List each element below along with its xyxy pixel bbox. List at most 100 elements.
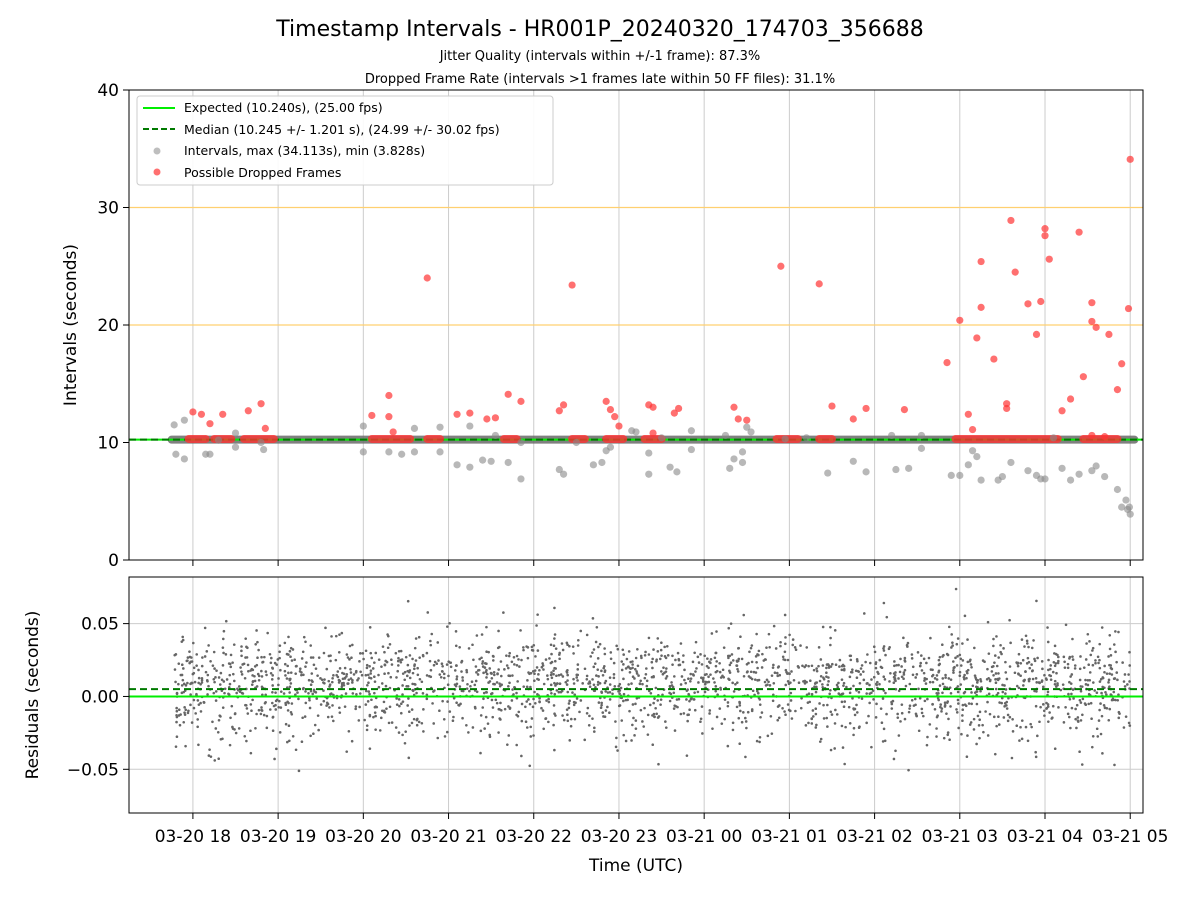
residual-point	[249, 703, 253, 706]
residual-point	[197, 681, 200, 685]
residual-point	[829, 748, 833, 752]
residual-point	[858, 725, 861, 728]
residual-point	[484, 715, 488, 719]
residual-point	[200, 678, 204, 682]
residual-point	[677, 697, 681, 701]
dropped-frame-point	[990, 355, 998, 363]
residual-point	[668, 684, 672, 688]
residual-point	[955, 664, 959, 667]
residual-point	[1040, 679, 1044, 682]
residual-point	[223, 687, 227, 691]
residual-point	[759, 715, 762, 719]
residual-point	[645, 684, 649, 688]
residual-point	[693, 708, 697, 712]
interval-point	[849, 457, 857, 465]
residual-point	[525, 700, 529, 703]
residual-point	[328, 706, 331, 709]
residual-point	[1067, 692, 1070, 696]
residual-point	[324, 626, 327, 630]
residual-point	[978, 736, 981, 740]
residual-point	[325, 667, 329, 671]
residual-point	[330, 635, 333, 638]
residual-point	[988, 712, 992, 716]
residual-point	[691, 660, 695, 664]
residual-point	[350, 739, 354, 743]
residual-point	[961, 703, 965, 707]
residual-point	[228, 673, 232, 677]
interval-point	[1125, 503, 1133, 511]
residual-point	[1122, 726, 1126, 729]
residual-point	[946, 653, 950, 657]
residual-point	[630, 739, 633, 742]
residual-point	[297, 769, 301, 773]
residual-point	[542, 682, 546, 686]
residual-point	[334, 634, 338, 638]
residual-point	[240, 670, 243, 673]
residual-point	[192, 671, 196, 675]
residual-point	[406, 663, 410, 667]
residual-point	[311, 692, 315, 696]
residual-point	[576, 644, 580, 647]
residual-point	[877, 672, 880, 675]
residual-point	[175, 720, 178, 724]
dropped-frame-point	[385, 391, 393, 400]
residual-point	[547, 720, 550, 724]
dropped-frame-point	[197, 410, 206, 418]
residual-point	[1070, 706, 1074, 710]
residual-point	[1021, 658, 1025, 662]
dropped-frame-point	[1124, 304, 1133, 313]
residual-point	[1075, 703, 1079, 707]
residual-point	[285, 677, 289, 680]
residual-point	[993, 752, 997, 756]
residual-point	[699, 653, 702, 656]
residual-point	[416, 666, 419, 670]
residual-point	[495, 681, 499, 684]
residual-point	[1088, 671, 1092, 674]
residual-point	[1027, 645, 1030, 649]
residual-point	[1025, 639, 1029, 643]
residual-point	[961, 719, 964, 722]
residual-point	[902, 636, 905, 640]
dropped-frame-point	[491, 414, 500, 422]
residual-point	[1070, 692, 1073, 696]
residual-point	[1107, 678, 1111, 682]
residual-point	[499, 709, 503, 712]
residual-point	[671, 685, 675, 689]
residual-point	[967, 702, 971, 705]
x-tick-label: 03-21 02	[836, 827, 912, 847]
residual-point	[1033, 689, 1036, 693]
residual-point	[531, 705, 535, 709]
residual-point	[482, 697, 485, 701]
residual-point	[1039, 705, 1042, 709]
residual-point	[529, 725, 533, 729]
residual-point	[925, 677, 928, 681]
residual-point	[1005, 677, 1009, 681]
residual-point	[660, 641, 663, 645]
residual-point	[274, 691, 277, 694]
residual-point	[596, 680, 600, 684]
residual-point	[668, 699, 672, 703]
residual-point	[1000, 701, 1003, 705]
residual-point	[646, 713, 650, 717]
residual-point	[576, 663, 580, 666]
residual-point	[561, 648, 565, 652]
residual-point	[408, 654, 412, 657]
interval-point	[260, 445, 268, 454]
residual-point	[505, 664, 509, 667]
residual-point	[244, 637, 247, 640]
residual-point	[566, 713, 569, 717]
residual-point	[959, 664, 963, 667]
residual-point	[579, 699, 583, 702]
residual-point	[221, 646, 225, 649]
residual-point	[763, 680, 767, 684]
residual-point	[679, 712, 683, 716]
residual-point	[902, 677, 905, 680]
residual-point	[664, 656, 668, 660]
residual-point	[808, 700, 812, 704]
residual-point	[558, 657, 561, 661]
residual-point	[1034, 704, 1038, 708]
residual-point	[534, 655, 537, 658]
residual-point	[766, 683, 769, 686]
residual-point	[538, 668, 541, 672]
residual-point	[1030, 646, 1034, 650]
